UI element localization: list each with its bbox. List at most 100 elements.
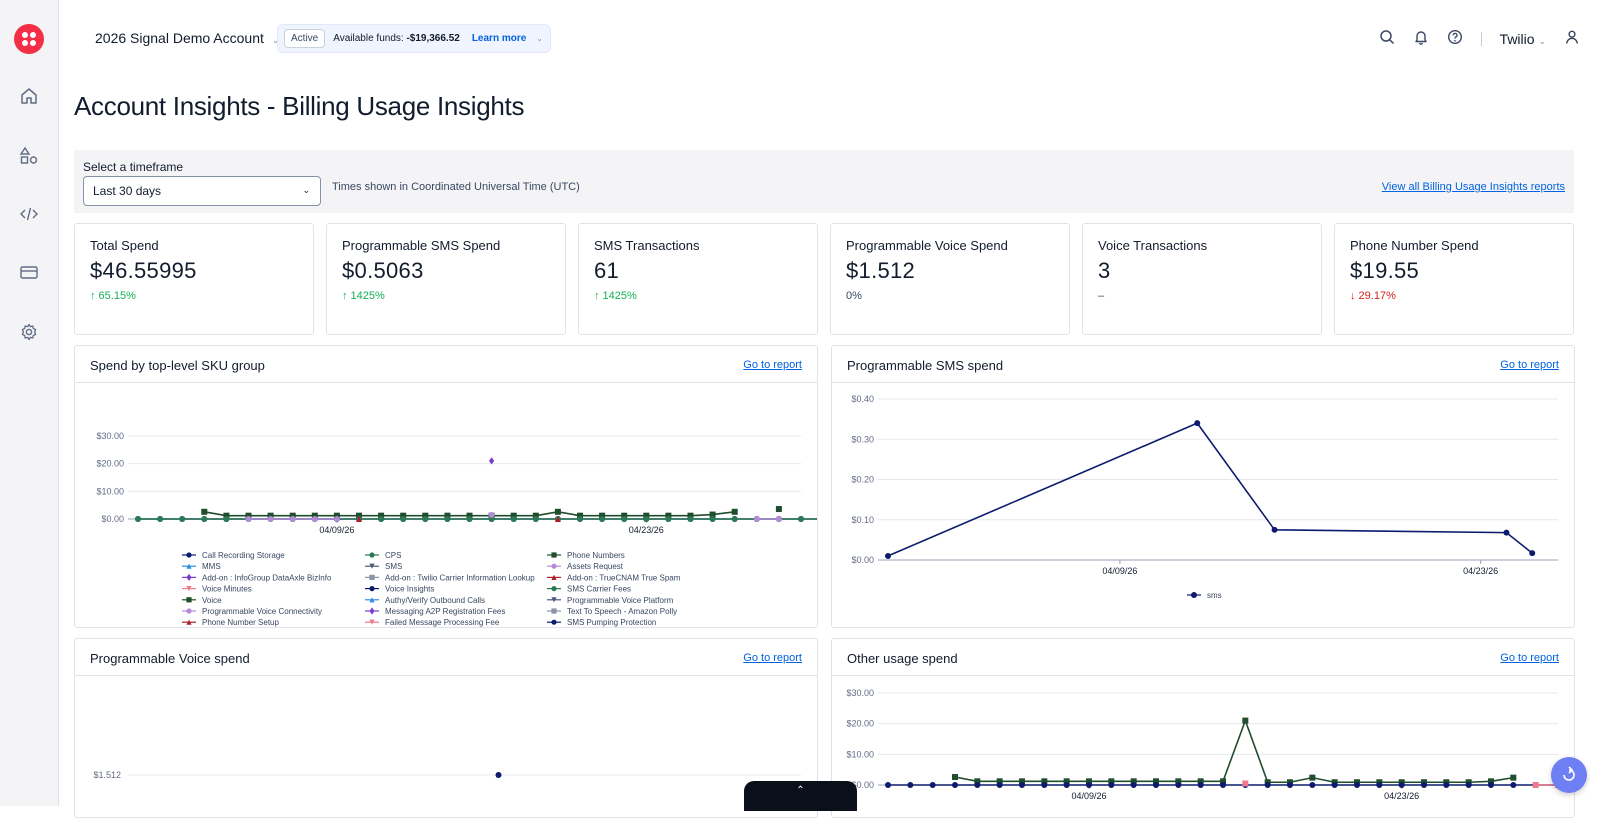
y-tick-label: $20.00 [846, 719, 874, 729]
data-point [369, 619, 375, 625]
card-title: Programmable Voice spend [90, 651, 250, 666]
data-point [1242, 780, 1249, 787]
data-point [201, 516, 208, 522]
data-point [1331, 782, 1338, 788]
twilio-logo-icon[interactable] [14, 24, 44, 54]
legend-item-label: Phone Numbers [567, 551, 625, 560]
kpi-change: ↑ 1425% [594, 290, 637, 302]
timeframe-select[interactable]: Last 30 days ⌄ [83, 176, 321, 206]
data-point [885, 782, 891, 788]
user-profile-icon[interactable] [1564, 29, 1580, 48]
chevron-down-icon: ⌄ [271, 35, 280, 45]
kpi-label: Total Spend [90, 238, 159, 253]
series-line [887, 422, 1533, 557]
sku-spend-chart: $0.00 $10.00 $20.00 $30.00 04/09/26 04/23/26 C… [96, 431, 817, 638]
divider [1480, 31, 1482, 46]
data-point [775, 516, 782, 522]
legend-item-label: Phone Number Setup [202, 618, 279, 627]
home-icon[interactable] [19, 86, 39, 106]
account-switcher[interactable]: 2026 Signal Demo Account ⌄ [95, 30, 279, 46]
data-point [551, 586, 557, 592]
status-badge: Active [284, 29, 326, 48]
data-point [1194, 420, 1201, 427]
data-point [267, 512, 274, 519]
learn-more-link[interactable]: Learn more [471, 33, 527, 44]
y-tick-label: $10.00 [96, 486, 124, 496]
top-bar-actions: Twilio ⌄ [1379, 29, 1580, 48]
bell-icon[interactable] [1413, 29, 1429, 48]
view-all-reports-link[interactable]: View all Billing Usage Insights reports [1381, 181, 1565, 193]
data-point [1220, 782, 1226, 788]
data-point [687, 516, 694, 522]
data-point [577, 512, 583, 519]
x-tick-label: 04/23/26 [1384, 791, 1419, 801]
kpi-value: $46.55995 [90, 258, 197, 283]
assistant-fab-button[interactable] [1551, 757, 1587, 793]
data-point [621, 512, 628, 519]
billing-card-icon[interactable] [19, 262, 39, 282]
legend-item-label: Voice [202, 596, 222, 605]
legend-item-label: sms [1207, 591, 1222, 600]
data-point [356, 512, 362, 519]
data-point [1443, 782, 1450, 788]
series-line [954, 718, 1581, 784]
kpi-card: Total Spend $46.55995 ↑ 65.15% [74, 223, 314, 335]
data-point [775, 506, 782, 513]
data-point [422, 516, 429, 522]
data-point [1510, 782, 1517, 788]
products-icon[interactable] [19, 145, 39, 165]
y-tick-label: $30.00 [96, 431, 124, 441]
chevron-up-icon: ⌃ [796, 785, 805, 796]
kpi-card: Voice Transactions 3 – [1082, 223, 1322, 335]
card-voice-spend: Programmable Voice spend Go to report $1… [74, 638, 818, 818]
data-point [1532, 782, 1539, 788]
data-point [907, 782, 914, 788]
data-point [599, 512, 606, 519]
data-point [551, 608, 557, 614]
data-point [422, 512, 429, 519]
settings-gear-icon[interactable] [19, 322, 39, 342]
data-point [489, 457, 495, 465]
data-point [311, 512, 318, 519]
data-point [495, 772, 502, 778]
data-point [1175, 782, 1182, 788]
data-point [532, 516, 539, 522]
data-point [400, 512, 407, 519]
data-point [1086, 778, 1092, 785]
search-icon[interactable] [1379, 29, 1395, 48]
user-menu[interactable]: Twilio ⌄ [1500, 31, 1546, 47]
x-tick-label: 04/09/26 [1102, 566, 1137, 576]
y-tick-label: $1.512 [93, 770, 121, 780]
x-tick-label: 04/23/26 [629, 525, 664, 535]
timeframe-selected-value: Last 30 days [93, 184, 162, 198]
data-point [400, 516, 407, 522]
data-point [223, 512, 230, 519]
go-to-report-link[interactable]: Go to report [743, 652, 802, 664]
data-point [798, 516, 804, 522]
go-to-report-link[interactable]: Go to report [1500, 359, 1559, 371]
series-line [204, 509, 817, 516]
data-point [551, 563, 557, 569]
data-point [378, 512, 385, 519]
data-point [466, 516, 473, 522]
code-icon[interactable] [19, 204, 39, 224]
data-point [1197, 778, 1204, 785]
data-point [1271, 526, 1278, 533]
go-to-report-link[interactable]: Go to report [743, 359, 802, 371]
assistant-icon [1563, 766, 1575, 781]
data-point [996, 782, 1003, 788]
collapse-dock-button[interactable]: ⌃ [744, 781, 857, 811]
voice-spend-chart: $1.512 [93, 770, 801, 780]
data-point [1019, 782, 1025, 788]
chevron-down-icon[interactable]: ⌄ [536, 34, 543, 43]
top-bar: 2026 Signal Demo Account ⌄ Active Availab… [59, 0, 1600, 77]
go-to-report-link[interactable]: Go to report [1500, 652, 1559, 664]
y-tick-label: $0.00 [101, 514, 124, 524]
help-icon[interactable] [1447, 29, 1463, 48]
card-sms-spend: Programmable SMS spend Go to report $0.0… [831, 345, 1575, 628]
y-tick-label: $20.00 [96, 459, 124, 469]
data-point [1376, 782, 1383, 788]
kpi-card: SMS Transactions 61 ↑ 1425% [578, 223, 818, 335]
data-point [709, 511, 716, 518]
data-point [643, 516, 650, 522]
